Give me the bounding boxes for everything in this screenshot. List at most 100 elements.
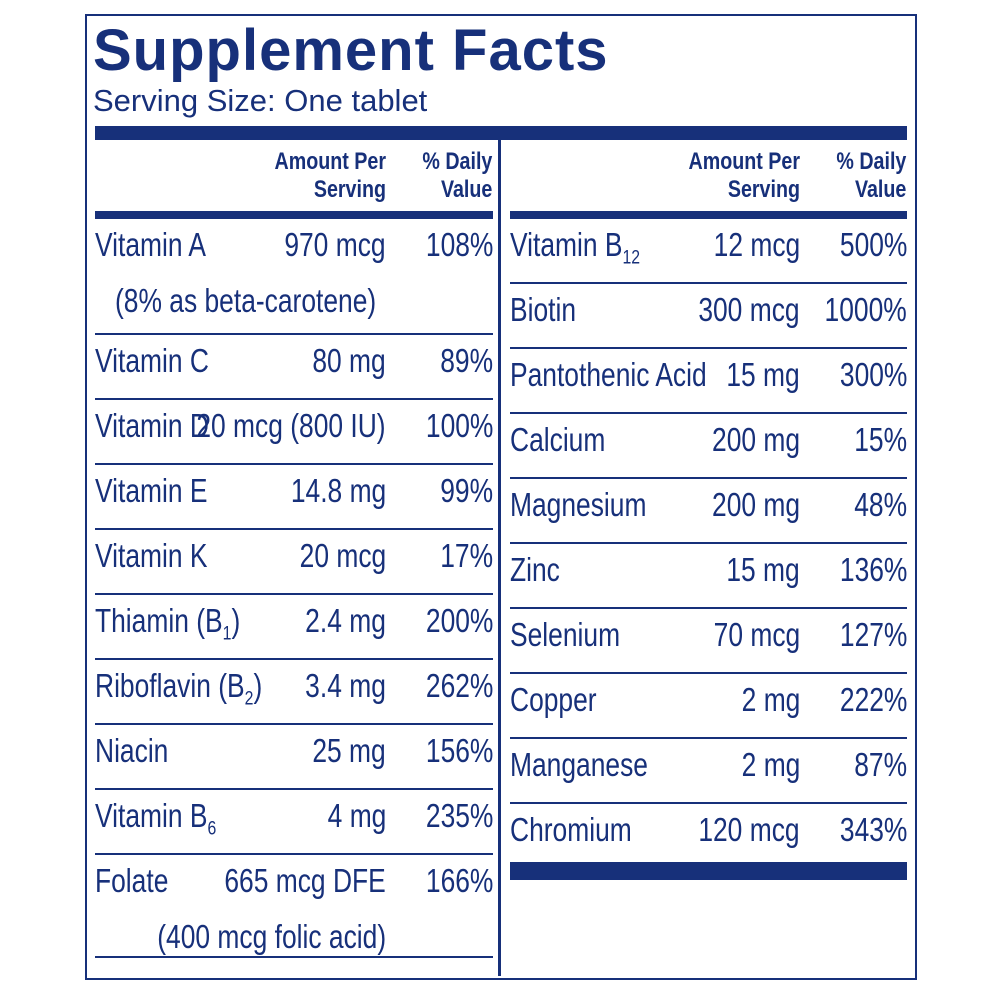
nutrient-name-suffix: ) — [253, 667, 263, 704]
dv-header-line1: % Daily — [421, 148, 492, 175]
right-header-bar — [510, 211, 907, 219]
amount-header-line2: Serving — [313, 176, 386, 203]
nutrient-name-text: Calcium — [510, 421, 606, 458]
nutrient-daily-value: 343% — [839, 811, 907, 848]
nutrient-row: Magnesium 200 mg 48% — [510, 479, 907, 544]
nutrient-name-text: Biotin — [510, 291, 577, 328]
nutrient-row: Riboflavin (B2) 3.4 mg 262% — [95, 660, 493, 725]
nutrient-name-text: Vitamin A — [95, 226, 207, 263]
nutrient-name: Riboflavin (B2) — [95, 666, 263, 708]
nutrient-row: Zinc 15 mg 136% — [510, 544, 907, 609]
nutrient-daily-value: 99% — [440, 472, 493, 509]
nutrient-amount: 15 mg — [726, 356, 800, 393]
nutrient-name-subscript: 1 — [222, 622, 232, 645]
nutrient-row: Vitamin B12 12 mcg 500% — [510, 219, 907, 284]
nutrient-name-text: Zinc — [510, 551, 560, 588]
nutrient-name: Vitamin A — [95, 225, 206, 265]
nutrient-name: Pantothenic Acid — [510, 355, 707, 395]
amount-header-line2: Serving — [727, 176, 800, 203]
nutrient-name-text: Riboflavin (B — [95, 667, 245, 704]
nutrient-note: (400 mcg folic acid) — [157, 918, 386, 955]
left-nutrient-list: Vitamin A 970 mcg 108% (8% as beta-carotene… — [95, 219, 493, 979]
nutrient-name-suffix: ) — [231, 602, 241, 639]
nutrient-amount: 970 mcg — [284, 226, 386, 263]
nutrient-daily-value: 222% — [839, 681, 907, 718]
nutrient-name-text: Niacin — [95, 732, 169, 769]
nutrient-daily-value: 15% — [854, 421, 907, 458]
nutrient-row: Niacin 25 mg 156% — [95, 725, 493, 790]
nutrient-amount: 70 mcg — [713, 616, 800, 653]
nutrient-row: Manganese 2 mg 87% — [510, 739, 907, 804]
nutrient-row: Thiamin (B1) 2.4 mg 200% — [95, 595, 493, 660]
nutrient-name: Vitamin C — [95, 341, 209, 381]
nutrient-daily-value: 300% — [839, 356, 907, 393]
nutrient-name-text: Copper — [510, 681, 597, 718]
nutrient-name-text: Manganese — [510, 746, 648, 783]
column-divider — [498, 140, 501, 976]
nutrient-name: Vitamin K — [95, 536, 208, 576]
nutrient-amount: 120 mcg — [698, 811, 800, 848]
nutrient-row: Folate 665 mcg DFE 166% (400 mcg folic acid… — [95, 855, 493, 958]
nutrient-row: Vitamin B6 4 mg 235% — [95, 790, 493, 855]
nutrient-name-text: Selenium — [510, 616, 621, 653]
nutrient-daily-value: 200% — [425, 602, 493, 639]
nutrient-amount: 2.4 mg — [305, 602, 386, 639]
nutrient-row: Calcium 200 mg 15% — [510, 414, 907, 479]
nutrient-name-text: Chromium — [510, 811, 632, 848]
nutrient-name-subscript: 2 — [244, 687, 254, 710]
nutrient-name: Selenium — [510, 615, 620, 655]
amount-header-line1: Amount Per — [274, 148, 386, 175]
nutrient-note: (8% as beta-carotene) — [115, 282, 377, 319]
serving-size: Serving Size: One tablet — [93, 83, 428, 118]
amount-header: Amount Per Serving — [688, 148, 800, 204]
nutrient-amount: 20 mcg (800 IU) — [196, 407, 386, 444]
nutrient-name: Vitamin D — [95, 406, 209, 446]
nutrient-daily-value: 48% — [854, 486, 907, 523]
nutrient-amount: 2 mg — [741, 681, 800, 718]
nutrient-amount: 665 mcg DFE — [224, 862, 386, 899]
nutrient-row: Vitamin D 20 mcg (800 IU) 100% — [95, 400, 493, 465]
supplement-facts-panel — [85, 14, 917, 980]
nutrient-name-text: Vitamin E — [95, 472, 208, 509]
nutrient-name-text: Pantothenic Acid — [510, 356, 707, 393]
nutrient-daily-value: 108% — [425, 226, 493, 263]
nutrient-name: Chromium — [510, 810, 632, 850]
nutrient-amount: 200 mg — [711, 421, 800, 458]
dv-header: % Daily Value — [836, 148, 906, 204]
nutrient-daily-value: 262% — [425, 667, 493, 704]
right-nutrient-list: Vitamin B12 12 mcg 500% Biotin 300 mcg 1000% P… — [510, 219, 907, 869]
nutrient-daily-value: 156% — [425, 732, 493, 769]
nutrient-amount: 3.4 mg — [305, 667, 386, 704]
nutrient-name-text: Vitamin C — [95, 342, 209, 379]
nutrient-name: Folate — [95, 861, 168, 901]
nutrient-daily-value: 127% — [839, 616, 907, 653]
nutrient-daily-value: 136% — [839, 551, 907, 588]
nutrient-daily-value: 235% — [425, 797, 493, 834]
nutrient-row: Vitamin K 20 mcg 17% — [95, 530, 493, 595]
nutrient-daily-value: 166% — [425, 862, 493, 899]
amount-header-line1: Amount Per — [688, 148, 800, 175]
nutrient-row: Selenium 70 mcg 127% — [510, 609, 907, 674]
nutrient-row: Pantothenic Acid 15 mg 300% — [510, 349, 907, 414]
nutrient-name: Zinc — [510, 550, 560, 590]
nutrient-amount: 300 mcg — [698, 291, 800, 328]
nutrient-amount: 15 mg — [726, 551, 800, 588]
nutrient-amount: 80 mg — [312, 342, 386, 379]
nutrient-name-text: Folate — [95, 862, 169, 899]
nutrient-row: Vitamin E 14.8 mg 99% — [95, 465, 493, 530]
nutrient-name: Thiamin (B1) — [95, 601, 241, 643]
left-column-header: Amount Per Serving % Daily Value — [95, 148, 493, 208]
nutrient-name: Biotin — [510, 290, 576, 330]
bottom-divider-bar — [510, 862, 907, 880]
nutrient-row: Vitamin C 80 mg 89% — [95, 335, 493, 400]
amount-header: Amount Per Serving — [274, 148, 386, 204]
nutrient-row: Copper 2 mg 222% — [510, 674, 907, 739]
nutrient-name: Niacin — [95, 731, 168, 771]
nutrient-name-text: Thiamin (B — [95, 602, 223, 639]
nutrient-name: Vitamin E — [95, 471, 208, 511]
dv-header-line2: Value — [440, 176, 492, 203]
nutrient-daily-value: 500% — [839, 226, 907, 263]
nutrient-amount: 2 mg — [741, 746, 800, 783]
nutrient-row: Vitamin A 970 mcg 108% (8% as beta-carotene… — [95, 219, 493, 335]
nutrient-name: Vitamin B12 — [510, 225, 640, 267]
